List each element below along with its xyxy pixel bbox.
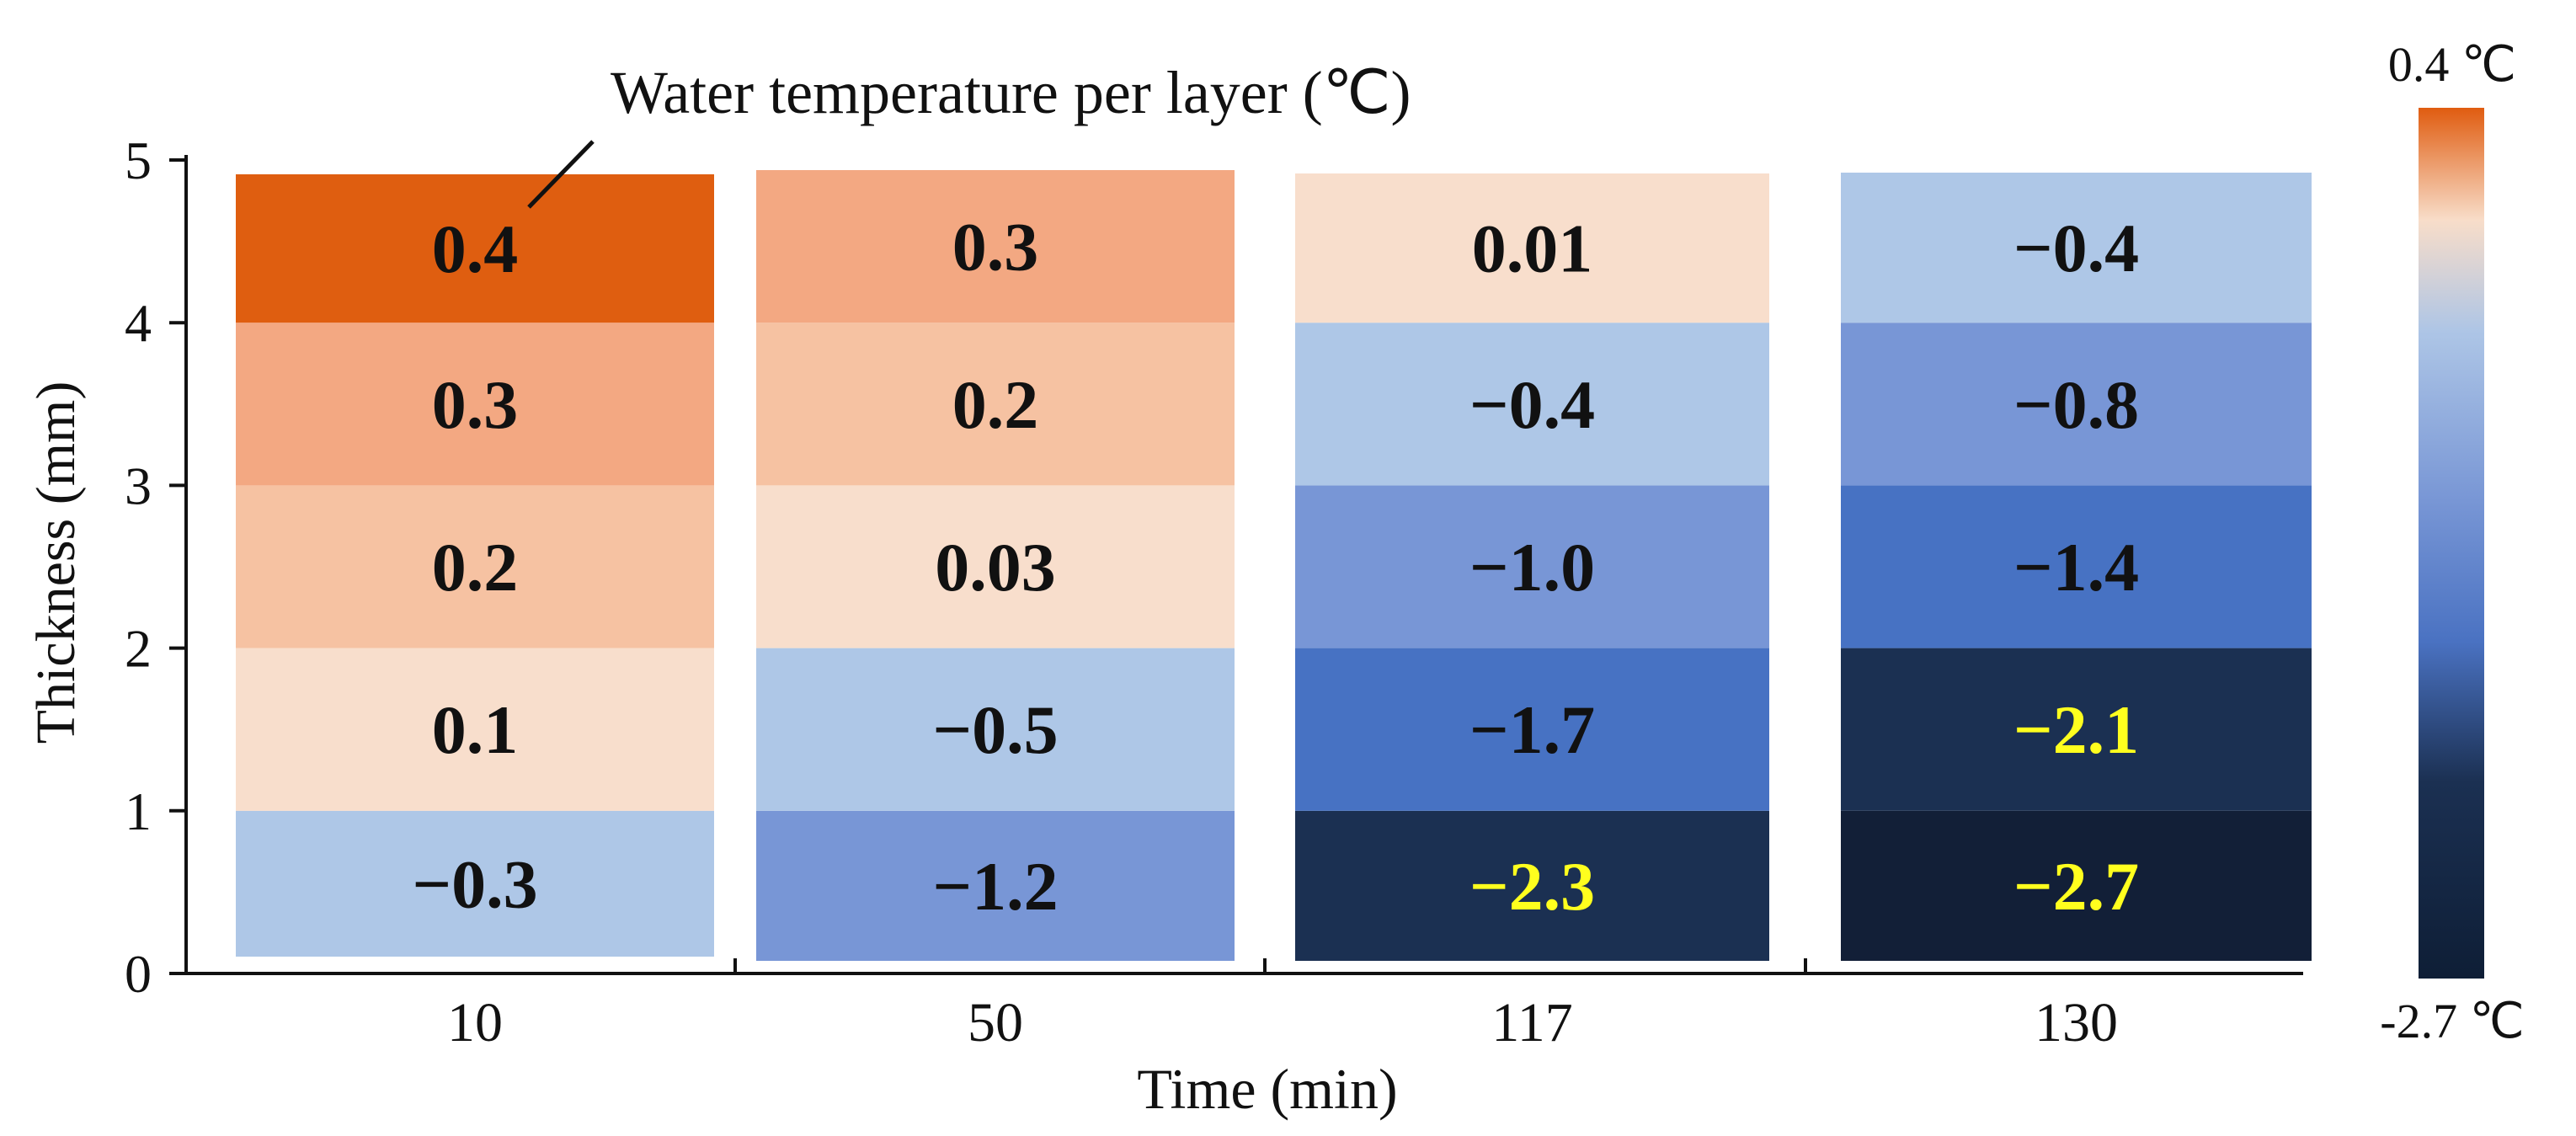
colorbar [2419,108,2484,979]
heatmap-cell [236,810,714,957]
cell-value-label: −1.4 [2013,529,2139,605]
heatmap-cell [1841,648,2312,811]
x-axis-title: Time (min) [1137,1057,1397,1121]
heatmap-cell [756,323,1235,486]
heatmap-cell [756,170,1235,323]
cell-value-label: −2.3 [1469,848,1595,925]
cell-value-label: 0.03 [935,529,1056,605]
x-tick-label: 130 [2035,992,2118,1053]
cell-value-label: 0.2 [952,366,1039,443]
cell-value-label: −0.3 [412,845,537,922]
y-axis-title: Thickness (mm) [25,381,87,744]
cell-value-label: −0.8 [2013,366,2139,443]
cell-value-label: 0.2 [432,529,519,605]
cell-value-label: −0.5 [932,691,1058,768]
y-tick-label: 2 [125,619,152,679]
heatmap-cell [236,323,714,486]
heatmap-cell [1841,810,2312,961]
colorbar-max-label: 0.4 ℃ [2388,37,2516,92]
y-tick-label: 5 [125,131,152,190]
cell-value-label: 0.4 [432,211,519,287]
heatmap-cell [756,810,1235,961]
cell-value-label: 0.3 [432,366,519,443]
cell-value-label: −1.0 [1469,529,1595,605]
heatmap-cell [1295,323,1769,486]
cell-value-label: −2.1 [2013,691,2139,768]
x-tick-label: 117 [1491,992,1573,1053]
cell-value-label: −1.2 [932,848,1058,925]
heatmap-cell [1295,173,1769,323]
cell-value-label: 0.1 [432,691,519,768]
x-tick-label: 10 [447,992,503,1053]
cell-value-label: −1.7 [1469,691,1595,768]
cell-value-label: −2.7 [2013,848,2139,925]
heatmap-cell [1841,485,2312,648]
cell-value-label: −0.4 [1469,366,1595,443]
heatmap-cell [756,485,1235,648]
heatmap-cell [1295,648,1769,811]
cell-value-label: 0.3 [952,209,1039,285]
y-tick-label: 3 [125,456,152,515]
heatmap-cell [756,648,1235,811]
cell-value-label: −0.4 [2013,210,2139,286]
heatmap-cell [236,485,714,648]
heatmap-cell [236,174,714,323]
heatmap-cell [1841,173,2312,323]
y-tick-label: 0 [125,944,152,1004]
y-tick-label: 1 [125,781,152,841]
heatmap-cell [236,648,714,811]
x-tick-label: 50 [968,992,1023,1053]
colorbar-min-label: -2.7 ℃ [2380,994,2524,1048]
heatmap-cell [1295,810,1769,961]
cell-value-label: 0.01 [1472,211,1593,287]
y-tick-label: 4 [125,293,152,353]
annotation-label: Water temperature per layer (℃) [611,59,1411,126]
annotation-pointer [527,140,595,209]
heatmap-cell [1295,485,1769,648]
heatmap-cell [1841,323,2312,486]
